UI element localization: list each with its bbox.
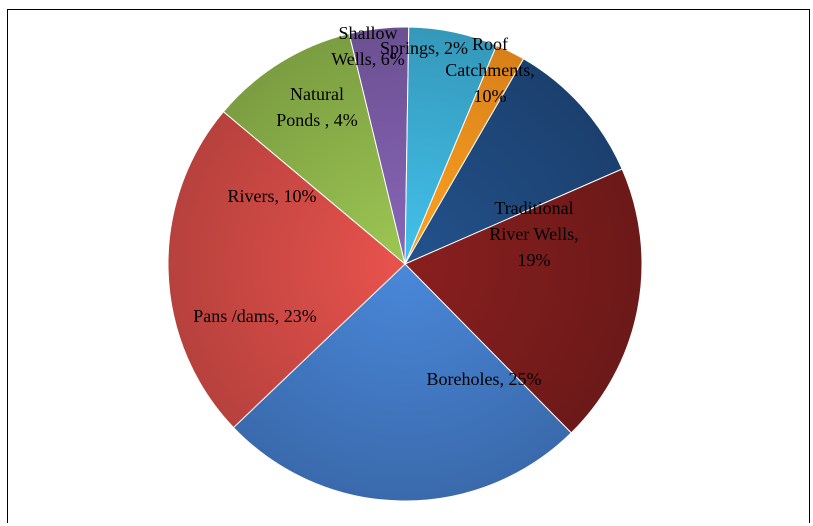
data-label-springs: Springs, 2% <box>380 38 468 58</box>
data-label-line: Shallow <box>338 23 397 43</box>
data-label-line: Springs, 2% <box>380 38 468 58</box>
data-label-line: Rivers, 10% <box>228 186 317 206</box>
data-label-line: Pans /dams, 23% <box>193 306 317 326</box>
pie-slice-roof-catchments <box>403 58 623 266</box>
data-label-line: River Wells, <box>489 224 578 244</box>
data-label-pans-dams: Pans /dams, 23% <box>193 306 317 326</box>
pie-slices <box>167 26 643 502</box>
data-label-natural-ponds: Natural Ponds , 4% <box>276 84 358 130</box>
data-label-line: Roof <box>472 34 508 54</box>
pie-slice-springs <box>404 44 525 265</box>
data-label-traditional-river-wells: Traditional River Wells, 19% <box>489 198 578 270</box>
data-label-line: Boreholes, 25% <box>427 369 542 389</box>
pie-slice-pans-dams <box>167 110 406 429</box>
data-label-line: 10% <box>474 86 507 106</box>
pie-slice-boreholes <box>232 263 572 502</box>
data-label-line: 19% <box>518 250 551 270</box>
data-label-line: Natural <box>290 84 344 104</box>
data-label-roof-catchments: Roof Catchments, 10% <box>445 34 534 106</box>
pie-labels: Roof Catchments, 10% Traditional River Wells… <box>193 23 578 389</box>
data-label-line: Traditional <box>494 198 573 218</box>
data-label-line: Catchments, <box>445 60 534 80</box>
data-label-boreholes: Boreholes, 25% <box>427 369 542 389</box>
data-label-rivers: Rivers, 10% <box>228 186 317 206</box>
pie-slice-rivers <box>222 33 406 266</box>
pie-slice-traditional-river-wells <box>404 168 643 434</box>
data-label-line: Ponds , 4% <box>276 110 358 130</box>
data-label-shallow-wells: Shallow Wells, 6% <box>331 23 405 69</box>
data-label-line: Wells, 6% <box>331 49 405 69</box>
